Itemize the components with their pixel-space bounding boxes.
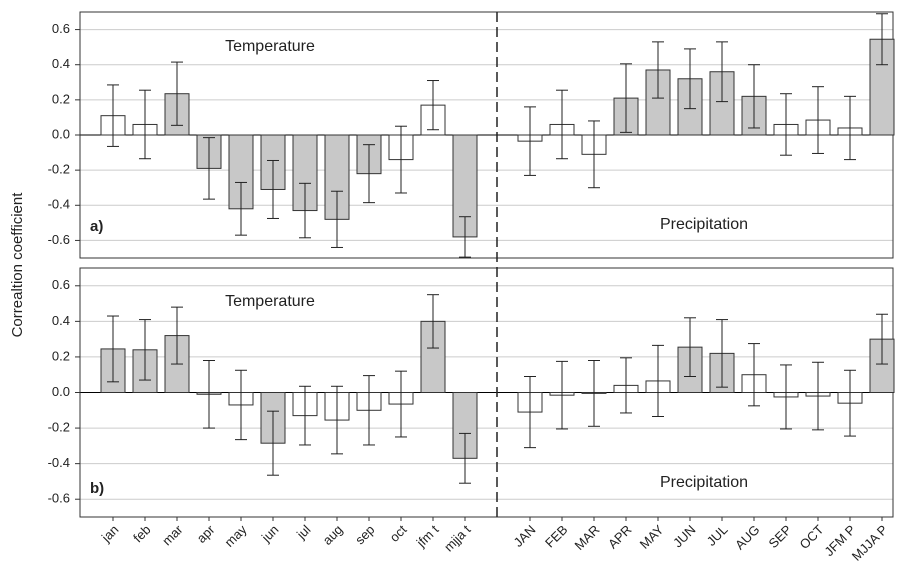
x-tick-label: APR bbox=[605, 522, 635, 552]
x-tick-label: jfm t bbox=[413, 522, 442, 551]
annotation: Temperature bbox=[225, 293, 315, 310]
x-tick-label: JUL bbox=[704, 522, 731, 549]
x-tick-label: JAN bbox=[511, 522, 539, 550]
y-tick-label: -0.2 bbox=[48, 420, 70, 435]
x-tick-label: aug bbox=[320, 522, 346, 548]
x-tick-label: MAR bbox=[572, 522, 603, 553]
annotation: Precipitation bbox=[660, 216, 748, 233]
y-tick-label: -0.2 bbox=[48, 162, 70, 177]
y-tick-label: 0.6 bbox=[52, 21, 70, 36]
x-tick-label: mjja t bbox=[441, 522, 474, 555]
y-axis-label: Correaltion coefficient bbox=[9, 192, 26, 338]
y-tick-label: 0.2 bbox=[52, 91, 70, 106]
panel-label: a) bbox=[90, 218, 103, 235]
x-tick-label: FEB bbox=[542, 522, 570, 550]
x-tick-label: feb bbox=[130, 522, 153, 545]
panel-label: b) bbox=[90, 480, 104, 497]
x-tick-label: SEP bbox=[766, 522, 795, 551]
y-tick-label: 0.6 bbox=[52, 277, 70, 292]
x-tick-label: mar bbox=[159, 521, 186, 548]
x-tick-label: MJJA P bbox=[849, 522, 891, 564]
y-tick-label: 0.0 bbox=[52, 126, 70, 141]
y-tick-label: 0.2 bbox=[52, 348, 70, 363]
x-tick-label: jan bbox=[98, 522, 122, 546]
y-tick-label: 0.0 bbox=[52, 384, 70, 399]
y-tick-label: 0.4 bbox=[52, 313, 70, 328]
x-tick-label: jul bbox=[293, 522, 314, 543]
y-tick-label: -0.6 bbox=[48, 232, 70, 247]
y-tick-label: -0.6 bbox=[48, 491, 70, 506]
x-tick-label: apr bbox=[194, 521, 218, 545]
x-tick-label: AUG bbox=[732, 522, 763, 553]
y-tick-label: 0.4 bbox=[52, 56, 70, 71]
annotation: Temperature bbox=[225, 38, 315, 55]
y-tick-label: -0.4 bbox=[48, 455, 70, 470]
x-tick-label: MAY bbox=[637, 522, 667, 552]
x-tick-label: may bbox=[222, 522, 250, 550]
x-tick-label: jun bbox=[258, 522, 282, 546]
y-tick-label: -0.4 bbox=[48, 197, 70, 212]
annotation: Precipitation bbox=[660, 474, 748, 491]
x-tick-label: JUN bbox=[670, 522, 698, 550]
x-tick-label: sep bbox=[352, 522, 377, 547]
x-tick-label: oct bbox=[387, 522, 410, 545]
